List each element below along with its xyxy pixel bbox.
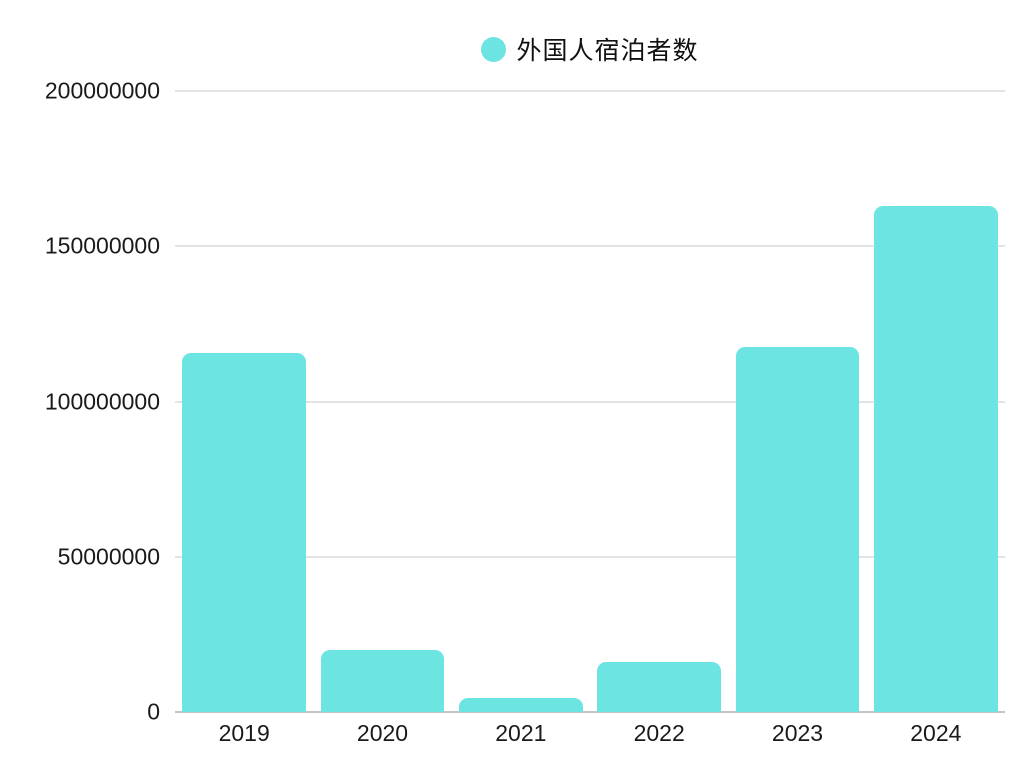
y-axis-tick-label: 0 — [147, 698, 160, 725]
legend-marker-icon — [481, 36, 507, 62]
legend: 外国人宿泊者数 — [175, 33, 1005, 65]
gridline — [175, 90, 1005, 92]
bar-2024 — [873, 205, 998, 712]
plot-area: 0 50000000 100000000 150000000 200000000 2019… — [45, 79, 1005, 745]
bar-2023 — [735, 347, 860, 712]
y-axis-tick-label: 50000000 — [57, 543, 160, 570]
x-axis-tick-label: 2024 — [910, 720, 962, 746]
y-axis-tick-label: 100000000 — [44, 388, 160, 414]
bar-2019 — [182, 353, 307, 712]
bar-2021 — [458, 698, 583, 712]
bar-2020 — [320, 649, 445, 712]
x-axis-tick-label: 2021 — [495, 720, 547, 746]
x-axis-tick-label: 2022 — [633, 720, 685, 746]
legend-label: 外国人宿泊者数 — [516, 37, 699, 65]
x-axis-tick-label: 2023 — [771, 720, 824, 746]
y-axis-tick-label: 200000000 — [44, 77, 160, 104]
y-axis-tick-label: 150000000 — [44, 232, 160, 259]
bar-2022 — [597, 662, 722, 712]
x-axis-tick-label: 2019 — [218, 720, 270, 746]
x-axis-tick-label: 2020 — [356, 720, 409, 746]
